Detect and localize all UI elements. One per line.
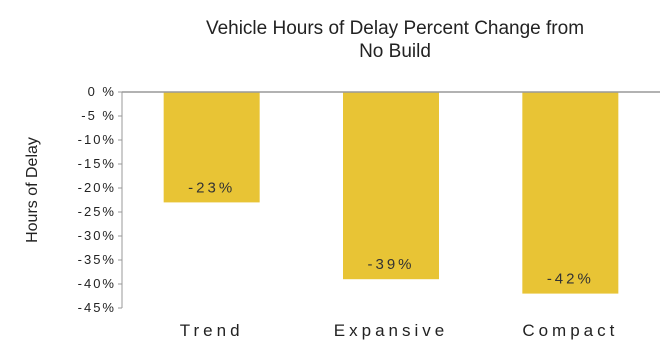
category-labels: Trend Expansive Compact xyxy=(180,321,618,340)
y-tick-label: -20% xyxy=(78,180,116,195)
y-tick-label: -45% xyxy=(78,300,116,315)
y-tick-label: -15% xyxy=(78,156,116,171)
y-tick-label: -40% xyxy=(78,276,116,291)
chart-title-line-1: Vehicle Hours of Delay Percent Change fr… xyxy=(206,18,584,39)
chart-title-line-2: No Build xyxy=(359,41,431,62)
category-label-compact: Compact xyxy=(522,321,618,340)
y-tick-label: -35% xyxy=(78,252,116,267)
y-tick-label: -5 % xyxy=(81,108,116,123)
bar-compact xyxy=(522,92,619,294)
data-labels: -23% -39% -42% xyxy=(188,179,594,288)
data-label-expansive: -39% xyxy=(367,256,414,273)
y-axis-ticks: 0 % -5 % -10% -15% -20% -25% -30% -35% -40% -45% xyxy=(78,84,122,315)
bar-expansive xyxy=(343,92,439,280)
data-label-trend: -23% xyxy=(188,179,235,196)
category-label-expansive: Expansive xyxy=(334,321,448,340)
category-label-trend: Trend xyxy=(180,321,244,340)
bar-trend xyxy=(163,92,260,203)
y-tick-label: -30% xyxy=(78,228,116,243)
data-label-compact: -42% xyxy=(547,271,594,288)
bars xyxy=(163,92,619,294)
y-tick-label: -25% xyxy=(78,204,116,219)
y-tick-label: 0 % xyxy=(88,84,116,99)
y-tick-label: -10% xyxy=(78,132,116,147)
y-axis-label: Hours of Delay xyxy=(24,137,41,243)
